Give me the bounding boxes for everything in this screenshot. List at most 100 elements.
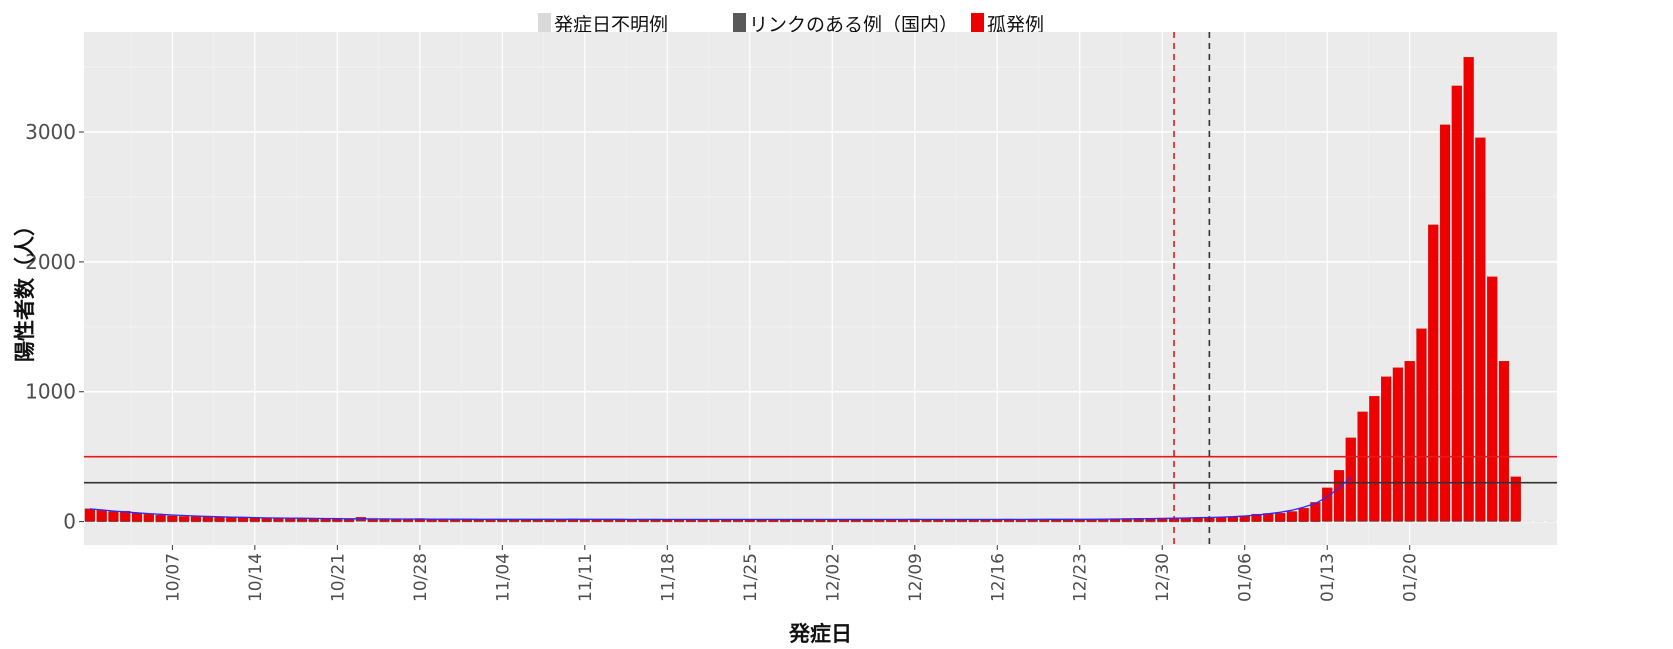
- bar-isolated: [1451, 85, 1462, 522]
- legend-item-unknown: 発症日不明例: [538, 10, 668, 37]
- legend-swatch-linked: [733, 12, 746, 35]
- bar-linked: [1239, 521, 1250, 523]
- bar-linked: [1381, 520, 1392, 522]
- bar-isolated: [1274, 513, 1286, 522]
- x-tick-label: 10/21: [328, 553, 348, 602]
- legend-swatch-isolated: [971, 12, 984, 35]
- bar-linked: [1227, 521, 1238, 523]
- bar-linked: [1157, 521, 1168, 523]
- bar-linked: [909, 521, 920, 523]
- x-tick-label: 11/25: [741, 553, 761, 602]
- trend: [89, 477, 1352, 521]
- y-tick-label: 0: [63, 510, 76, 534]
- bar-linked: [733, 521, 743, 523]
- bar-isolated: [155, 514, 166, 522]
- bar-linked: [1216, 521, 1227, 523]
- bar-linked: [1086, 521, 1097, 523]
- bar-isolated: [1298, 508, 1309, 522]
- bar-isolated: [167, 515, 178, 522]
- bar-isolated: [1286, 511, 1297, 522]
- bar-linked: [96, 521, 107, 523]
- x-tick-label: 01/13: [1318, 553, 1338, 602]
- bar-linked: [615, 521, 626, 523]
- bar-unknown: [367, 517, 378, 519]
- bar-linked: [1463, 520, 1474, 522]
- bar-linked: [1133, 521, 1144, 523]
- bar-isolated: [1381, 376, 1392, 522]
- x-tick-label: 10/14: [246, 553, 266, 602]
- bar-unknown: [1522, 520, 1533, 522]
- y-tick-label: 1000: [25, 380, 76, 404]
- bar-isolated: [131, 512, 143, 522]
- bar-linked: [1440, 520, 1451, 522]
- bar-linked: [497, 521, 508, 523]
- bar-isolated: [1310, 502, 1321, 522]
- bar-linked: [1357, 520, 1368, 522]
- bar-isolated: [190, 516, 202, 522]
- bar-linked: [992, 521, 1003, 523]
- bar-linked: [143, 521, 154, 523]
- bar-linked: [379, 521, 390, 523]
- bar-linked: [214, 521, 225, 523]
- bar-isolated: [1498, 361, 1510, 522]
- bar-linked: [532, 521, 543, 523]
- bar-linked: [1015, 521, 1026, 523]
- bar-isolated: [120, 510, 131, 522]
- bar-linked: [862, 521, 873, 523]
- bar-linked: [709, 521, 720, 523]
- x-tick-label: 01/06: [1236, 553, 1256, 602]
- bar-linked: [273, 521, 284, 523]
- bar-linked: [1004, 521, 1014, 523]
- bar-linked: [190, 521, 201, 523]
- bar-linked: [1369, 520, 1380, 522]
- bar-linked: [780, 521, 791, 523]
- bar-linked: [650, 521, 661, 523]
- plot-panel: [84, 32, 1557, 545]
- bar-linked: [485, 521, 496, 523]
- bar-linked: [179, 521, 190, 523]
- bar-linked: [202, 521, 213, 523]
- bar-linked: [285, 521, 296, 523]
- bar-linked: [591, 521, 602, 523]
- bar-linked: [1098, 521, 1109, 523]
- x-tick-label: 12/23: [1071, 553, 1091, 602]
- bar-linked: [627, 521, 637, 523]
- y-axis-ticks: 0 1000 2000 3000: [25, 120, 84, 534]
- bar-linked: [1027, 521, 1038, 523]
- bar-linked: [167, 521, 178, 523]
- x-tick-label: 11/11: [576, 553, 596, 602]
- bar-linked: [155, 521, 166, 523]
- x-tick-label: 12/16: [988, 553, 1008, 602]
- bar-isolated: [1345, 437, 1356, 522]
- bar-isolated: [1510, 476, 1521, 522]
- bar-linked: [1251, 521, 1262, 523]
- bar-linked: [332, 521, 343, 523]
- bar-isolated: [143, 514, 154, 522]
- y-axis-title: 陽性者数（人）: [13, 215, 37, 362]
- bar-linked: [1310, 521, 1321, 523]
- bar-linked: [1074, 521, 1085, 523]
- bar-linked: [886, 521, 897, 523]
- legend-item-linked: リンクのある例（国内）: [733, 10, 958, 37]
- x-tick-label: 12/30: [1153, 553, 1173, 602]
- bar-linked: [744, 521, 755, 523]
- bar-linked: [403, 521, 414, 523]
- bar-linked: [320, 521, 331, 523]
- bar-linked: [391, 521, 402, 523]
- bar-linked: [874, 521, 885, 523]
- bar-linked: [1499, 520, 1509, 522]
- bar-isolated: [1487, 276, 1498, 522]
- bar-isolated: [84, 508, 95, 522]
- bar-linked: [226, 521, 237, 523]
- bar-linked: [462, 521, 472, 523]
- bar-linked: [933, 521, 944, 523]
- bar-linked: [1416, 520, 1427, 522]
- x-tick-label: 12/02: [823, 553, 843, 602]
- bar-linked: [297, 521, 307, 523]
- bar-linked: [1345, 520, 1356, 522]
- bar-isolated: [1416, 328, 1427, 522]
- bar-linked: [1286, 521, 1297, 523]
- bar-linked: [1180, 521, 1191, 523]
- bar-isolated: [108, 511, 119, 522]
